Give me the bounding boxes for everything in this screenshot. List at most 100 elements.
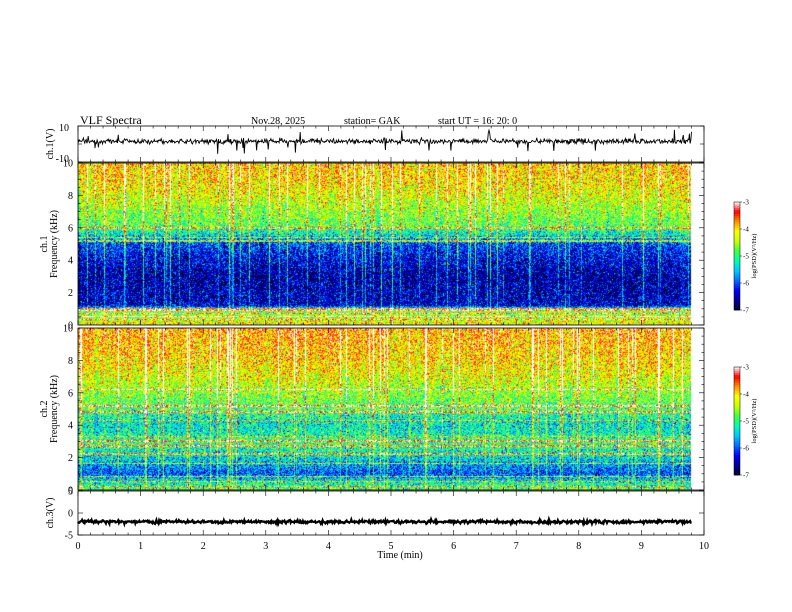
colorbar-segment — [734, 465, 740, 468]
start-time-label: start UT = 16: 20: 0 — [438, 116, 517, 127]
colorbar-segment — [734, 280, 740, 283]
colorbar-segment — [734, 300, 740, 303]
colorbar-segment — [734, 214, 740, 217]
colorbar-tick-label: -7 — [743, 472, 749, 480]
colorbar-tick-label: -4 — [743, 226, 749, 234]
ch1-ytick-bottom: -10 — [56, 154, 69, 165]
colorbar-segment — [734, 304, 740, 307]
x-tick-label: 1 — [138, 541, 143, 552]
colorbar-label: log(PSD)(V²/Hz) — [751, 234, 758, 279]
colorbar-segment — [734, 296, 740, 299]
colorbar-segment — [734, 206, 740, 209]
colorbar-segment — [734, 457, 740, 460]
colorbar-segment — [734, 409, 740, 412]
y-tick-label: 6 — [68, 388, 73, 399]
colorbar-segment — [734, 260, 740, 263]
colorbar-segment — [734, 443, 740, 446]
ch3-waveform-ylabel: ch.3(V) — [45, 498, 56, 529]
colorbar-segment — [734, 467, 740, 470]
colorbar-tick-label: -5 — [743, 253, 749, 261]
colorbar-segment — [734, 417, 740, 420]
colorbar-segment — [734, 252, 740, 255]
ch1-spectrogram-image — [78, 163, 704, 325]
colorbar-segment — [734, 415, 740, 418]
colorbar-segment — [734, 224, 740, 227]
colorbar-segment — [734, 403, 740, 406]
ch1-spectrogram-panel: ch.1 Frequency (kHz) 0 2 4 6 8 10 — [39, 159, 705, 332]
colorbar-segment — [734, 471, 740, 474]
colorbar-segment — [734, 244, 740, 247]
date-label: Nov.28, 2025 — [251, 116, 305, 127]
colorbar-segment — [734, 226, 740, 229]
x-tick-label: 6 — [451, 541, 456, 552]
colorbar-segment — [734, 242, 740, 245]
colorbar-label: log(PSD)(V²/Hz) — [751, 399, 758, 444]
colorbar-segment — [734, 238, 740, 241]
colorbar-segment — [734, 232, 740, 235]
colorbar-segment — [734, 371, 740, 374]
y-tick-label: 8 — [68, 356, 73, 367]
y-tick-label: 2 — [68, 288, 73, 299]
colorbar-segment — [734, 379, 740, 382]
colorbar-segment — [734, 431, 740, 434]
colorbar-segment — [734, 212, 740, 215]
colorbar-segment — [734, 228, 740, 231]
colorbar-segment — [734, 397, 740, 400]
ch1-waveform-ylabel: ch.1(V) — [45, 129, 56, 160]
colorbar-segment — [734, 204, 740, 207]
colorbar-segment — [734, 437, 740, 440]
colorbar-tick-label: -6 — [743, 280, 749, 288]
colorbar-tick-label: -7 — [743, 307, 749, 315]
colorbar-segment — [734, 429, 740, 432]
y-tick-label: 10 — [63, 324, 73, 335]
colorbar-segment — [734, 419, 740, 422]
ch2-spectrogram-channel-label: ch.2 — [39, 401, 50, 418]
x-tick-label: 10 — [699, 541, 709, 552]
colorbar-segment — [734, 256, 740, 259]
waveform-trace — [77, 515, 692, 528]
ch3-waveform-frame — [77, 490, 705, 536]
colorbar-segment — [734, 220, 740, 223]
colorbar-segment — [734, 459, 740, 462]
colorbar-segment — [734, 447, 740, 450]
colorbar-segment — [734, 383, 740, 386]
ch2-spectrogram-ylabel: Frequency (kHz) — [49, 375, 60, 443]
colorbar-segment — [734, 302, 740, 305]
x-tick-label: 2 — [201, 541, 206, 552]
colorbar-segment — [734, 389, 740, 392]
colorbar-tick-label: -3 — [743, 199, 749, 207]
colorbar-segment — [734, 399, 740, 402]
colorbar-segment — [734, 210, 740, 213]
colorbar-segment — [734, 294, 740, 297]
y-tick-label: 8 — [68, 191, 73, 202]
y-tick-label: 10 — [63, 159, 73, 170]
colorbar-segment — [734, 308, 740, 311]
y-tick-label: 0 — [68, 321, 73, 332]
x-tick-label: 7 — [514, 541, 519, 552]
colorbar-segment — [734, 427, 740, 430]
colorbar-segment — [734, 264, 740, 267]
colorbar-segment — [734, 385, 740, 388]
y-tick-label: 6 — [68, 223, 73, 234]
x-tick-label: 8 — [576, 541, 581, 552]
colorbar-segment — [734, 393, 740, 396]
y-tick-label: 2 — [68, 453, 73, 464]
ch1-spectrogram-channel-label: ch.1 — [39, 236, 50, 253]
colorbar-segment — [734, 395, 740, 398]
colorbar-segment — [734, 387, 740, 390]
ch1-waveform-panel: 10 -10 ch.1(V) — [45, 123, 705, 165]
waveform-trace — [77, 128, 692, 154]
ch2-colorbar: -3 -4 -5 -6 -7 log(PSD)(V²/Hz) — [733, 364, 758, 480]
colorbar-segment — [734, 230, 740, 233]
colorbar-segment — [734, 413, 740, 416]
colorbar-segment — [734, 284, 740, 287]
colorbar-segment — [734, 208, 740, 211]
colorbar-segment — [734, 274, 740, 277]
ch1-ytick-top: 10 — [59, 123, 69, 134]
colorbar-segment — [734, 463, 740, 466]
colorbar-segment — [734, 262, 740, 265]
colorbar-segment — [734, 449, 740, 452]
colorbar-segment — [734, 369, 740, 372]
time-axis: 0 1 2 3 4 5 6 7 8 9 10 — [76, 541, 710, 552]
